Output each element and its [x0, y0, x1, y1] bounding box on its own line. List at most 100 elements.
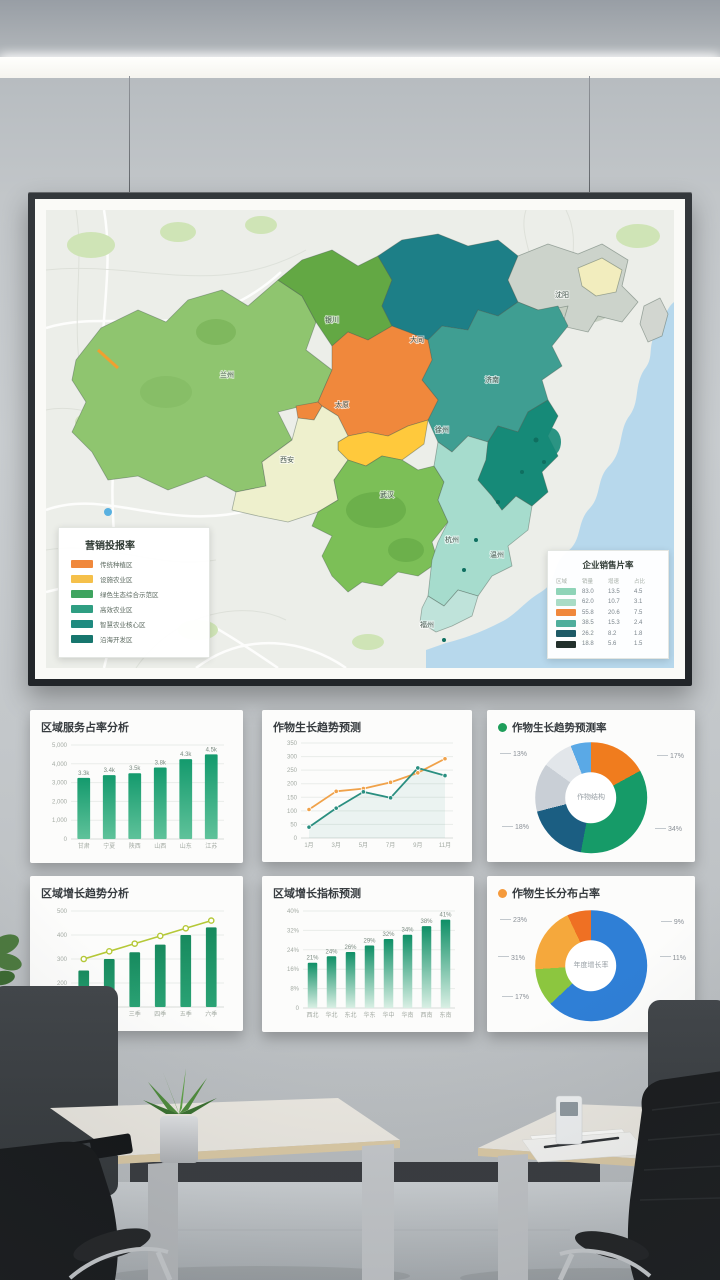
table-swatch [556, 640, 576, 648]
svg-text:西北: 西北 [306, 1011, 318, 1019]
legend-rows: 传统种植区 设施农业区 绿色生态综合示范区 高效农业区 智慧农业核心区 沿海开发… [71, 559, 197, 644]
svg-text:华中: 华中 [382, 1011, 394, 1019]
donut-callout: 17% [502, 994, 529, 1001]
bar [128, 773, 142, 839]
svg-text:4.3k: 4.3k [180, 752, 192, 758]
svg-text:0: 0 [296, 1006, 300, 1012]
svg-text:宁夏: 宁夏 [103, 842, 115, 850]
table-header-cell: 增速 [608, 578, 620, 585]
title-bullet [498, 888, 507, 898]
table-cell: 26.2 [582, 630, 594, 637]
panel-title-text: 作物生长趋势预测率 [512, 721, 607, 734]
ceiling-light [0, 57, 720, 78]
svg-text:3.8k: 3.8k [155, 761, 167, 767]
table-swatch [556, 630, 576, 637]
svg-text:华东: 华东 [363, 1011, 375, 1019]
svg-text:3,000: 3,000 [52, 781, 68, 787]
table-swatch [556, 619, 576, 627]
svg-text:六季: 六季 [205, 1010, 217, 1018]
svg-text:400: 400 [57, 933, 68, 939]
chart-body: 5,000 4,000 3,000 2,000 1,000 0 3.3k 甘肃 3.4k 宁夏 3.… [41, 735, 232, 854]
panel-title-text: 作物生长分布占率 [512, 888, 600, 900]
svg-text:1,000: 1,000 [52, 818, 68, 824]
legend-item: 传统种植区 [71, 559, 197, 569]
hanging-wire-right [589, 76, 590, 194]
svg-text:26%: 26% [344, 945, 357, 951]
svg-text:三季: 三季 [129, 1010, 141, 1018]
legend-swatch [71, 560, 93, 568]
svg-text:100: 100 [57, 1005, 68, 1011]
table-title: 企业销售片率 [582, 559, 634, 570]
svg-text:21%: 21% [306, 956, 319, 962]
bar [153, 767, 167, 839]
svg-text:华北: 华北 [325, 1011, 337, 1019]
donut-callout: 17% [656, 753, 684, 760]
svg-text:29%: 29% [363, 938, 376, 944]
panel-title: 区域服务占率分析 [41, 719, 232, 735]
svg-text:16%: 16% [287, 967, 300, 973]
panel-title-text: 区域增长趋势分析 [41, 888, 129, 900]
svg-text:东北: 东北 [344, 1011, 356, 1019]
table-row: 83.0 13.5 4.5 [556, 588, 660, 595]
chart-body: 500 400 300 200 100 一季 二季 三季 四季 五季 六季 [41, 901, 232, 1022]
region-cream [231, 405, 349, 523]
table-cell: 13.5 [608, 588, 620, 595]
bar [204, 754, 218, 839]
svg-text:4.5k: 4.5k [206, 747, 218, 753]
lake-dot [104, 508, 112, 516]
table-cell: 18.8 [582, 641, 594, 647]
panel-title: 区域增长指标预测 [273, 885, 463, 901]
chart-body: 作物结构 13% 17% 34% 18% [498, 735, 684, 854]
region-label: 西安 [280, 455, 294, 464]
donut-chart: 年度增长率 [535, 909, 647, 1022]
panel-title-text: 作物生长趋势预测 [273, 722, 361, 734]
svg-text:甘肃: 甘肃 [78, 842, 90, 850]
legend-title: 营销投报率 [85, 541, 135, 552]
chart-body: 年度增长率 9% 11% 23% 31% 17% [498, 901, 686, 1023]
donut-callout: 9% [660, 919, 684, 926]
region-label: 温州 [490, 550, 504, 559]
svg-text:5,000: 5,000 [52, 743, 68, 749]
line-series [308, 767, 446, 828]
legend-label: 高效农业区 [100, 607, 133, 614]
svg-text:250: 250 [287, 768, 298, 774]
donut-callout: 34% [654, 826, 682, 833]
table-row: 38.5 15.3 2.4 [556, 619, 660, 627]
legend-swatch [71, 575, 93, 583]
bar [440, 919, 451, 1008]
table-row: 62.0 10.7 3.1 [556, 598, 660, 606]
legend-label: 沿海开发区 [100, 637, 133, 644]
svg-text:200: 200 [57, 981, 68, 987]
region-label: 济南 [485, 375, 499, 384]
svg-text:山西: 山西 [154, 842, 166, 850]
bar [102, 775, 116, 839]
svg-text:5月: 5月 [359, 842, 368, 849]
svg-text:华南: 华南 [401, 1011, 413, 1019]
svg-text:24%: 24% [287, 948, 300, 954]
legend-item: 绿色生态综合示范区 [71, 589, 197, 599]
svg-text:38%: 38% [420, 919, 433, 925]
svg-text:1月: 1月 [304, 842, 313, 849]
hanging-wire-left [129, 76, 130, 194]
sales-table: 企业销售片率 区域 销量 增速 占比 83.0 13.5 4.5 62.0 10.7 3.1 … [547, 549, 669, 659]
table-cell: 10.7 [608, 599, 620, 605]
svg-text:41%: 41% [439, 913, 452, 919]
chart-panel-kpi-bars: 区域增长指标预测 40% 32% 24% 16% 8% 0 21% 西北 24% 华北 26% 东北 2… [262, 876, 474, 1032]
svg-text:山东: 山东 [180, 842, 192, 850]
panel-title: 作物生长分布占率 [498, 885, 684, 901]
table-cell: 5.6 [608, 641, 617, 647]
region-coast-dark [477, 399, 559, 511]
map-shading [140, 319, 561, 562]
svg-text:3.5k: 3.5k [129, 766, 141, 772]
legend-swatch [71, 605, 93, 613]
bar [402, 934, 413, 1008]
svg-text:7月: 7月 [386, 842, 395, 849]
legend-item: 沿海开发区 [71, 634, 197, 644]
svg-text:东南: 东南 [439, 1011, 451, 1019]
table-swatch [556, 609, 576, 616]
table-cell: 55.8 [582, 609, 594, 616]
table-cell: 8.2 [608, 630, 617, 637]
region-label: 徐州 [435, 425, 449, 434]
table-cell: 1.5 [634, 641, 643, 647]
svg-text:9月: 9月 [413, 842, 422, 849]
